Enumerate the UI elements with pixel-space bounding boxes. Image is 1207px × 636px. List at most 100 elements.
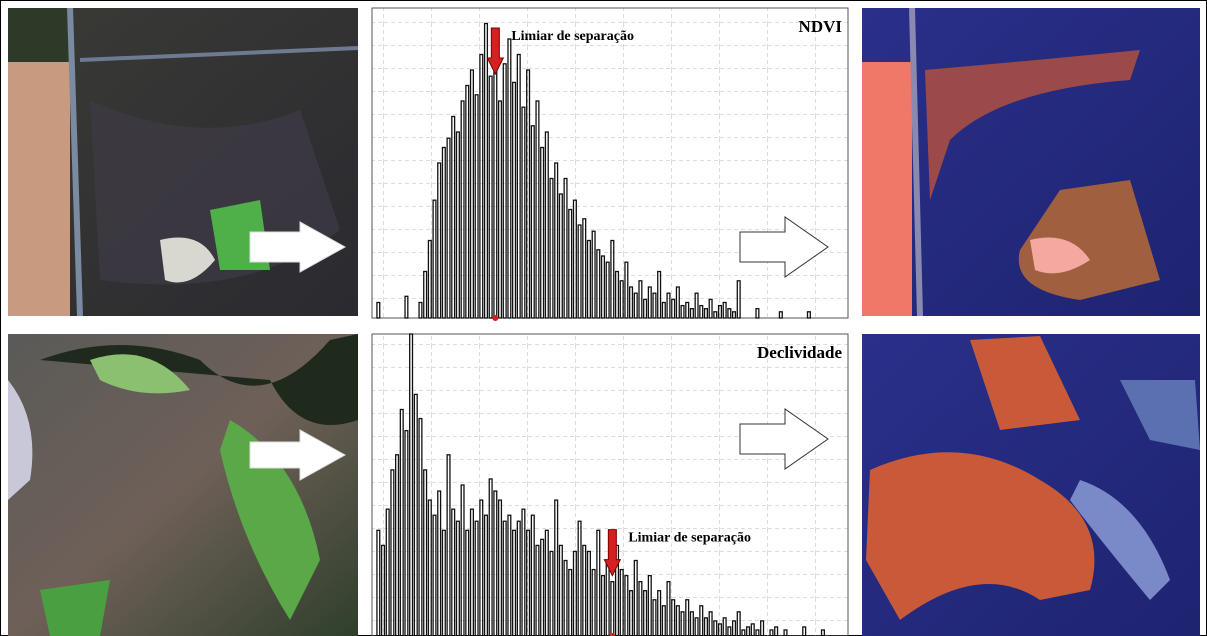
bar: [535, 100, 540, 319]
bar: [507, 38, 512, 319]
bar: [638, 280, 643, 319]
bar: [554, 499, 559, 636]
bar: [722, 617, 727, 636]
bar: [596, 249, 601, 319]
bar: [802, 626, 807, 636]
bar: [652, 292, 657, 319]
bar: [703, 617, 708, 636]
bar: [437, 490, 442, 636]
bar: [689, 611, 694, 636]
bar: [774, 626, 779, 636]
bar: [493, 490, 498, 636]
bar: [441, 146, 446, 319]
threshold-label: Limiar de separação: [511, 29, 634, 44]
classified-image: [862, 334, 1200, 636]
bar: [385, 508, 390, 636]
threshold-arrow: [603, 529, 622, 577]
bar: [465, 84, 470, 319]
bar: [591, 568, 596, 636]
bar: [418, 417, 423, 636]
bar: [535, 544, 540, 636]
bar: [806, 311, 811, 319]
bar: [638, 580, 643, 636]
bar: [731, 620, 737, 636]
bar: [671, 599, 676, 636]
bar: [666, 292, 671, 319]
threshold-label: Limiar de separação: [628, 531, 751, 546]
bar: [563, 177, 568, 319]
bar: [633, 559, 638, 636]
bar: [736, 280, 741, 319]
bar: [643, 298, 648, 319]
bar: [544, 131, 549, 319]
bar: [586, 550, 591, 636]
bar: [460, 100, 465, 319]
bar: [577, 224, 582, 319]
bar: [746, 626, 751, 636]
bar: [502, 63, 507, 319]
histogram-frame: [371, 333, 849, 636]
bar: [582, 218, 587, 319]
bar: [727, 626, 732, 636]
bar: [427, 239, 432, 319]
bar: [563, 559, 568, 636]
panel-title: Declividade: [757, 343, 842, 362]
bar: [479, 499, 484, 636]
bar: [558, 544, 563, 636]
bar: [755, 308, 760, 319]
bar: [591, 230, 596, 319]
bar: [521, 106, 526, 319]
bar: [460, 484, 465, 636]
bar: [703, 308, 708, 319]
bar: [423, 469, 428, 636]
bar: [619, 568, 624, 636]
bar: [582, 544, 587, 636]
bar: [605, 261, 610, 319]
bar: [689, 308, 694, 319]
bar: [380, 544, 386, 636]
satellite-image: [8, 7, 359, 317]
bar: [572, 550, 577, 636]
bar: [512, 81, 517, 319]
bar: [614, 270, 620, 319]
bar: [652, 599, 657, 636]
bar: [671, 298, 676, 319]
bar: [820, 629, 825, 636]
bar: [376, 301, 381, 319]
bar: [530, 125, 535, 319]
bar: [390, 469, 395, 636]
bar: [713, 620, 718, 636]
bar: [455, 131, 460, 319]
bar: [629, 590, 634, 636]
bar: [685, 301, 690, 319]
bar: [755, 629, 760, 636]
bar: [586, 239, 591, 319]
bar: [783, 629, 788, 636]
bar: [708, 611, 713, 636]
bar: [530, 514, 535, 636]
bar: [647, 286, 652, 319]
bar: [488, 75, 493, 319]
bar: [423, 270, 428, 319]
bar: [413, 393, 418, 636]
threshold-dot: [609, 633, 616, 636]
bar: [549, 177, 554, 319]
bar: [610, 580, 615, 636]
bar: [451, 508, 456, 636]
bar: [497, 499, 503, 636]
bar: [657, 270, 662, 319]
bar: [731, 311, 737, 319]
bar: [540, 146, 545, 319]
arrow: [739, 408, 829, 470]
bar: [446, 137, 451, 319]
bar: [526, 69, 531, 319]
bar: [469, 508, 474, 636]
bar: [722, 301, 727, 319]
bar: [507, 514, 512, 636]
bar: [558, 193, 563, 319]
bar: [633, 292, 638, 319]
bar: [643, 590, 648, 636]
bar: [680, 611, 685, 636]
bar: [474, 94, 479, 319]
panel-title: NDVI: [799, 17, 843, 36]
